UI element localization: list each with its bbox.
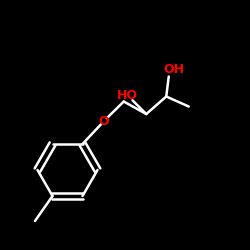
Text: OH: OH xyxy=(163,63,184,76)
Text: O: O xyxy=(98,115,109,128)
Text: HO: HO xyxy=(117,89,138,102)
